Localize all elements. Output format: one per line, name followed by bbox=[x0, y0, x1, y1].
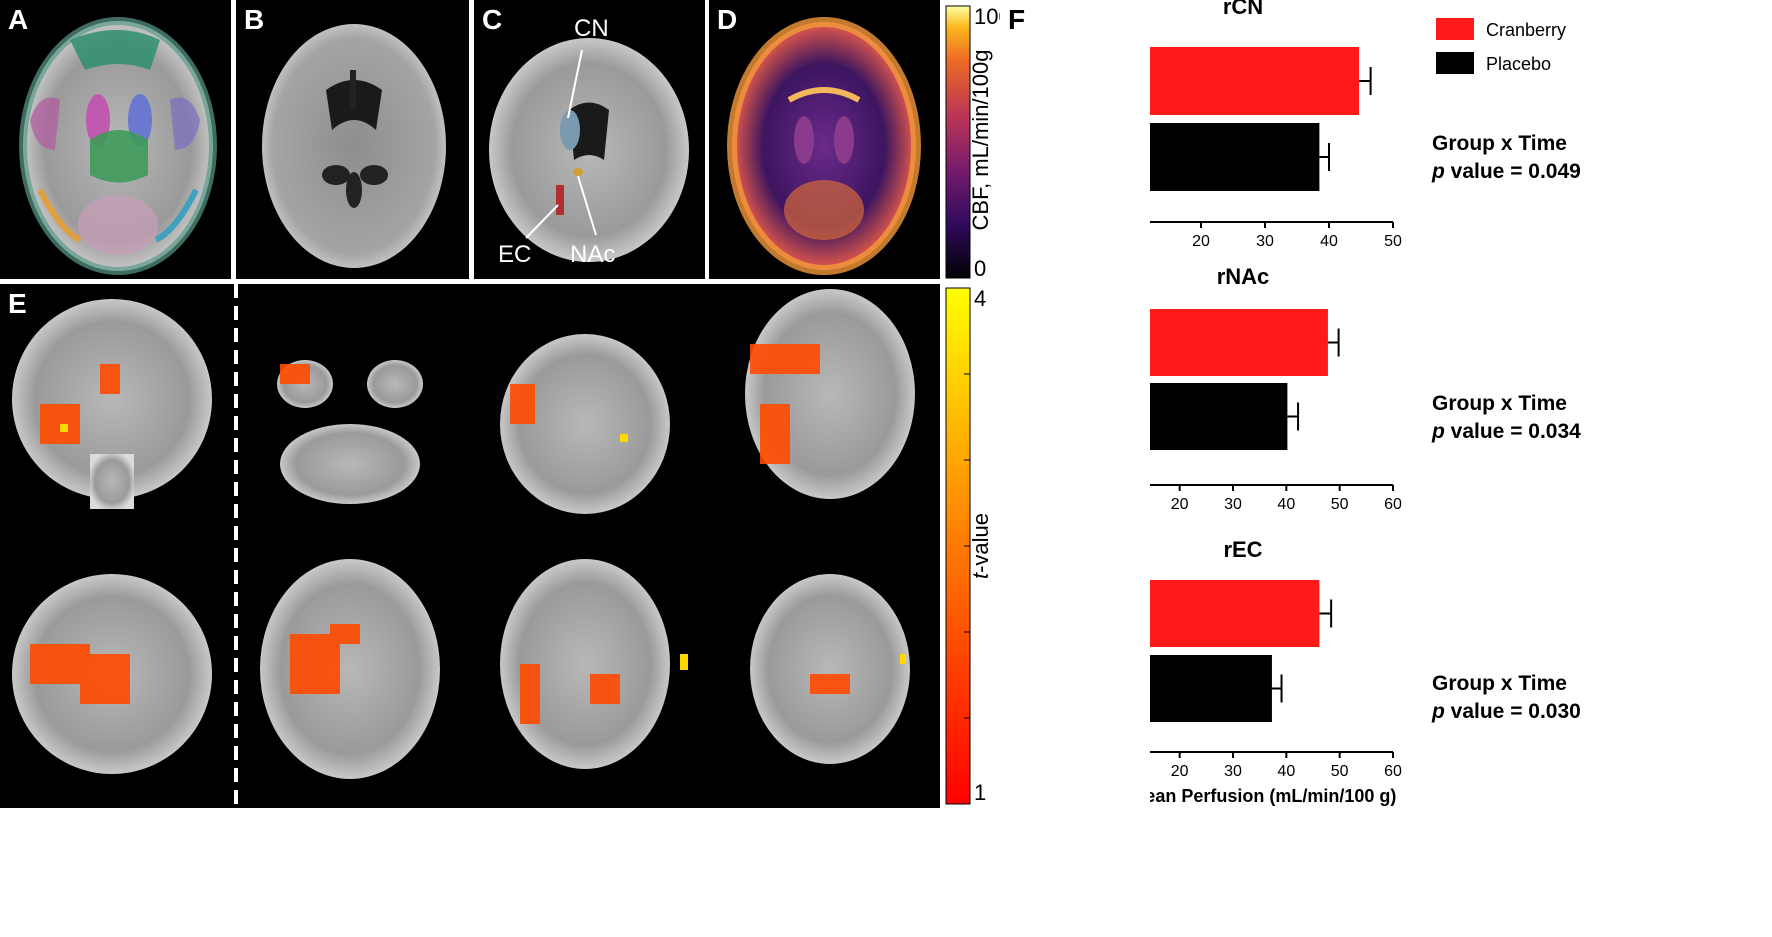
x-tick-label-1-6: 60 bbox=[1384, 496, 1402, 513]
brain-axial-grayscale-image bbox=[262, 24, 446, 268]
panel-a-label: A bbox=[8, 4, 29, 35]
callout-ec: EC bbox=[498, 241, 531, 268]
cbf-colorbar-min: 0 bbox=[974, 256, 986, 281]
callout-cn: CN bbox=[574, 15, 609, 42]
chart-title-2: rEC bbox=[1223, 537, 1262, 562]
panel-a-atlas-overlay: A bbox=[0, 0, 231, 279]
panel-d-label: D bbox=[717, 4, 738, 35]
chart-title-0: rCN bbox=[1223, 0, 1263, 19]
cbf-colorbar-max: 100 bbox=[974, 4, 1000, 29]
x-tick-label-0-3: 30 bbox=[1256, 233, 1274, 250]
cbf-colorbar: 100 0 CBF, mL/min/100g bbox=[945, 4, 1000, 281]
chart-title-1: rNAc bbox=[1217, 264, 1270, 289]
legend-swatch-placebo bbox=[1436, 52, 1474, 74]
stat-line2-0: p value = 0.049 bbox=[1431, 160, 1581, 183]
stat-line1-2: Group x Time bbox=[1432, 672, 1567, 695]
panel-e-label: E bbox=[8, 288, 27, 319]
x-tick-label-2-3: 30 bbox=[1224, 763, 1242, 780]
x-tick-label-2-2: 20 bbox=[1171, 763, 1189, 780]
bar-rNAc-placebo bbox=[1150, 383, 1288, 450]
tvalue-colorbar-max: 4 bbox=[974, 286, 986, 311]
callout-nac: NAc bbox=[570, 241, 615, 268]
panel-b-dwi: B bbox=[236, 0, 469, 279]
x-tick-label-1-2: 20 bbox=[1171, 496, 1189, 513]
x-tick-label-1-4: 40 bbox=[1277, 496, 1295, 513]
x-tick-label-1-5: 50 bbox=[1331, 496, 1349, 513]
bar-rEC-placebo bbox=[1150, 655, 1272, 722]
brain-tmap-montage-image bbox=[12, 284, 915, 808]
bar-rCN-cranberry bbox=[1150, 47, 1360, 115]
stat-line2-1: p value = 0.034 bbox=[1431, 420, 1581, 443]
stat-line1-1: Group x Time bbox=[1432, 392, 1567, 415]
legend-label-placebo: Placebo bbox=[1486, 54, 1551, 74]
x-tick-label-0-5: 50 bbox=[1384, 233, 1402, 250]
panel-f-label: F bbox=[1008, 4, 1026, 35]
x-axis-label: ASL Mean Perfusion (mL/min/100 g) bbox=[1150, 786, 1396, 806]
panel-c-roi: CN EC NAc C bbox=[474, 0, 705, 279]
brain-coronal-roi-image: CN EC NAc bbox=[489, 15, 689, 268]
brain-cbf-map-image bbox=[727, 17, 921, 275]
x-tick-label-2-6: 60 bbox=[1384, 763, 1402, 780]
x-tick-label-2-5: 50 bbox=[1331, 763, 1349, 780]
bar-rNAc-cranberry bbox=[1150, 309, 1328, 376]
legend-swatch-cranberry bbox=[1436, 18, 1474, 40]
bar-rEC-cranberry bbox=[1150, 580, 1320, 647]
panel-b-label: B bbox=[244, 4, 265, 35]
panel-d-cbf-map: D bbox=[709, 0, 940, 279]
tvalue-colorbar-title: t-value bbox=[968, 513, 993, 579]
panel-e-tmaps: E bbox=[0, 284, 940, 808]
brain-axial-atlas-image bbox=[19, 17, 217, 275]
stat-line1-0: Group x Time bbox=[1432, 132, 1567, 155]
legend-label-cranberry: Cranberry bbox=[1486, 20, 1566, 40]
stat-line2-2: p value = 0.030 bbox=[1431, 700, 1581, 723]
cbf-colorbar-title: CBF, mL/min/100g bbox=[968, 50, 993, 231]
x-tick-label-0-4: 40 bbox=[1320, 233, 1338, 250]
x-tick-label-1-3: 30 bbox=[1224, 496, 1242, 513]
x-tick-label-2-4: 40 bbox=[1277, 763, 1295, 780]
x-tick-label-0-2: 20 bbox=[1192, 233, 1210, 250]
bar-rCN-placebo bbox=[1150, 123, 1320, 191]
panel-c-label: C bbox=[482, 4, 503, 35]
tvalue-colorbar-min: 1 bbox=[974, 780, 986, 805]
tvalue-colorbar: 4 1 t-value bbox=[945, 286, 993, 805]
